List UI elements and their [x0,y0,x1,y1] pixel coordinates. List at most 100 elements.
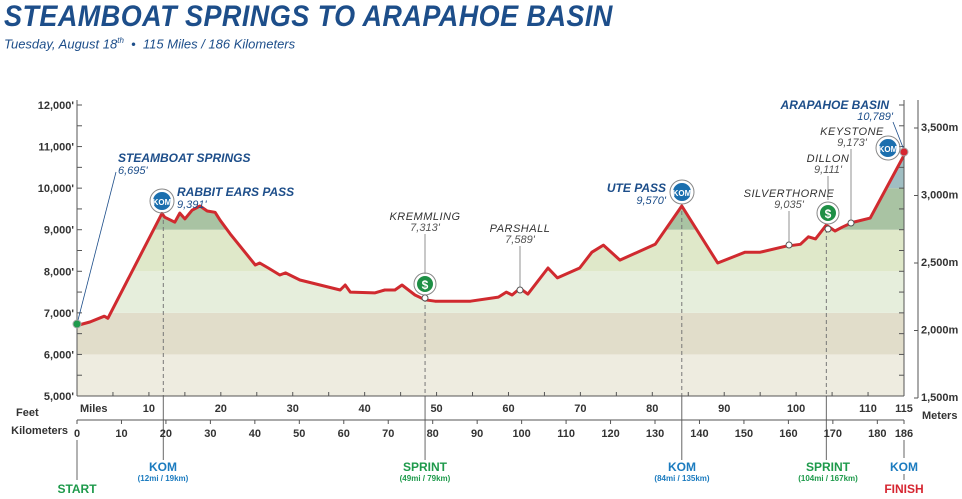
meters-tick-label: 2,000m [921,325,959,337]
mile-tick-label: 110 [859,403,877,415]
dillon-marker [824,225,832,233]
meters-tick-label: 2,500m [921,257,959,269]
km-tick-label: 130 [646,428,664,440]
event-detail: (104mi / 167km) [798,474,858,483]
event-start: START [57,482,97,496]
mile-tick-label: 50 [430,403,442,415]
place-elev: 9,391' [177,199,208,211]
event-lines [76,204,905,480]
place-elev: 6,695' [118,165,149,177]
y-tick-label: 7,000' [44,308,75,320]
mile-tick-label: 30 [287,403,299,415]
km-tick-label: 70 [382,428,394,440]
y-tick-label: 5,000' [44,391,75,403]
y-tick-label: 11,000' [38,142,74,154]
finish-marker [899,147,909,157]
feet-label: Feet [16,407,39,419]
kom-badge: KOM [669,179,695,205]
event-kom: KOM [668,460,696,474]
km-tick-label: 10 [115,428,127,440]
km-tick-label: 40 [249,428,261,440]
km-tick-label: 100 [512,428,530,440]
mile-tick-label: 10 [143,403,155,415]
meters-label: Meters [922,410,957,422]
kom-badge: KOM [875,135,901,161]
event-finish: FINISH [884,482,923,496]
km-tick-label: 80 [427,428,439,440]
km-tick-label: 90 [471,428,483,440]
y-tick-label: 10,000' [38,183,75,195]
elevation-bands [77,155,904,396]
km-tick-label: 60 [338,428,350,440]
place-elev: 10,789' [857,111,894,123]
km-tick-label: 120 [601,428,619,440]
event-labels: START KOM (12mi / 19km) SPRINT (49mi / 7… [57,460,923,496]
elevation-band [77,354,904,396]
event-kom: KOM [149,460,177,474]
mile-tick-label: 80 [646,403,658,415]
event-detail: (49mi / 79km) [400,474,451,483]
place-markers [72,147,909,329]
kom-icon: KOM [879,145,898,154]
place-elev: 7,589' [505,234,536,246]
bullet: • [131,36,136,52]
km-tick-label: 180 [868,428,886,440]
page-title: STEAMBOAT SPRINGS TO ARAPAHOE BASIN [4,0,613,33]
km-tick-label: 20 [160,428,172,440]
place-name: RABBIT EARS PASS [177,185,294,199]
sprint-icon: $ [825,207,832,221]
date: Tuesday, August 18 [4,36,118,52]
place-name: PARSHALL [490,223,551,235]
kremmling-marker [421,294,429,302]
km-tick-label: 150 [735,428,753,440]
event-detail: (12mi / 19km) [138,474,189,483]
elevation-band [77,229,904,272]
place-elev: 9,035' [774,199,805,211]
mile-tick-label: 20 [215,403,227,415]
sprint-icon: $ [422,278,429,292]
km-tick-label: 30 [204,428,216,440]
km-tick-label: 50 [293,428,305,440]
silverthorne-marker [785,241,793,249]
kom-icon: KOM [673,189,692,198]
mile-tick-label: 60 [502,403,514,415]
place-name: SILVERTHORNE [744,188,835,200]
distance: 115 Miles / 186 Kilometers [142,36,296,52]
place-elev: 9,173' [837,137,868,149]
meters-tick-label: 3,500m [921,122,959,134]
event-sprint: SPRINT [403,460,448,474]
place-elev: 9,111' [814,164,843,176]
km-label: Kilometers [11,425,68,437]
km-tick-label: 110 [557,428,575,440]
y-tick-label: 9,000' [44,225,75,237]
place-elev: 9,570' [636,195,667,207]
mile-tick-label: 40 [359,403,371,415]
elevation-band [77,271,904,313]
km-tick-label: 0 [74,428,80,440]
axes: 5,000' 6,000' 7,000' 8,000' 9,000' 10,000' 11,… [38,100,959,440]
mile-tick-label: 90 [718,403,730,415]
km-tick-label: 186 [895,428,913,440]
keystone-marker [847,219,855,227]
y-tick-label: 6,000' [44,349,75,361]
place-labels: STEAMBOAT SPRINGS 6,695' RABBIT EARS PAS… [76,98,905,325]
miles-label: Miles [80,403,108,415]
y-tick-label: 12,000' [38,100,75,112]
place-name: UTE PASS [607,181,666,195]
mile-tick-label: 115 [895,403,913,415]
place-elev: 7,313' [410,222,441,234]
event-kom: KOM [890,460,918,474]
place-name: KREMMLING [389,211,460,223]
date-suffix: th [117,36,124,45]
profile-line [76,154,906,327]
mile-tick-label: 100 [787,403,805,415]
place-name: STEAMBOAT SPRINGS [118,151,250,165]
sprint-badge: $ [816,201,840,225]
km-tick-label: 140 [690,428,708,440]
event-sprint: SPRINT [806,460,851,474]
elevation-band [77,312,904,355]
parshall-marker [516,286,524,294]
place-name: KEYSTONE [820,126,884,138]
